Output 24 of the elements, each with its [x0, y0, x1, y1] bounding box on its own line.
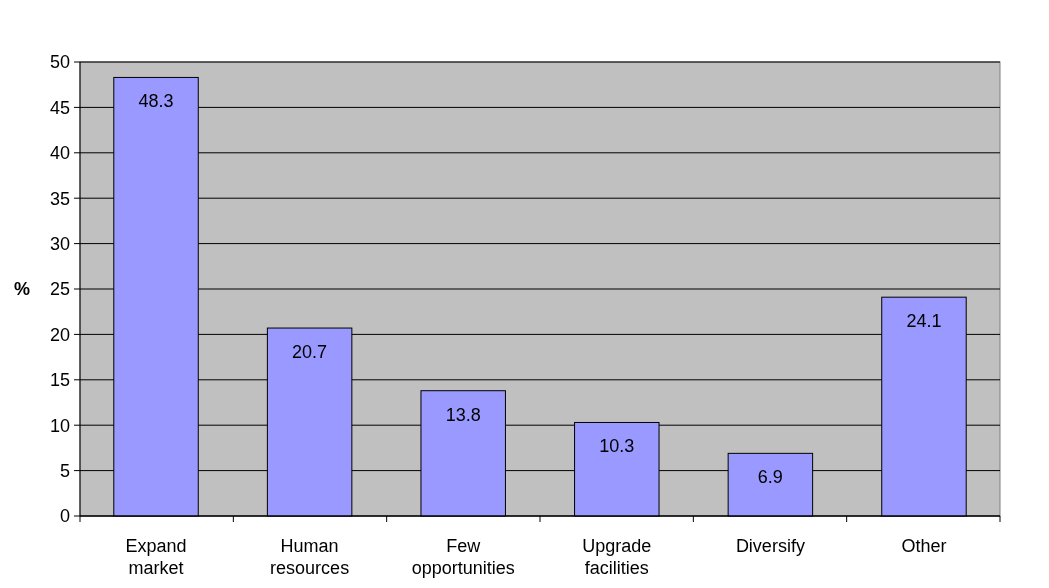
y-axis-title: %: [13, 279, 30, 300]
y-tick-label: 30: [49, 233, 70, 254]
x-tick-label: Few opportunities: [411, 536, 515, 578]
data-label: 10.3: [599, 436, 635, 457]
y-tick-label: 20: [49, 324, 70, 345]
x-tick-label: Diversify: [735, 536, 805, 556]
x-tick-label: Other: [901, 536, 947, 556]
x-tick-label: Expand market: [125, 536, 187, 578]
y-tick-label: 15: [49, 370, 70, 391]
y-tick-label: 5: [59, 460, 70, 481]
y-tick-label: 50: [49, 52, 70, 73]
y-tick-label: 25: [49, 279, 70, 300]
data-label: 13.8: [445, 404, 481, 425]
data-label: 48.3: [138, 91, 174, 112]
y-tick-label: 10: [49, 415, 70, 436]
y-tick-label: 0: [59, 506, 70, 527]
y-tick-label: 40: [49, 143, 70, 164]
data-label: 24.1: [906, 311, 942, 332]
x-tick-label: Upgrade facilities: [582, 536, 652, 578]
x-tick-label: Human resources: [270, 536, 350, 578]
data-label: 20.7: [292, 342, 328, 363]
data-label: 6.9: [757, 467, 783, 488]
y-tick-label: 45: [49, 97, 70, 118]
y-tick-label: 35: [49, 188, 70, 209]
